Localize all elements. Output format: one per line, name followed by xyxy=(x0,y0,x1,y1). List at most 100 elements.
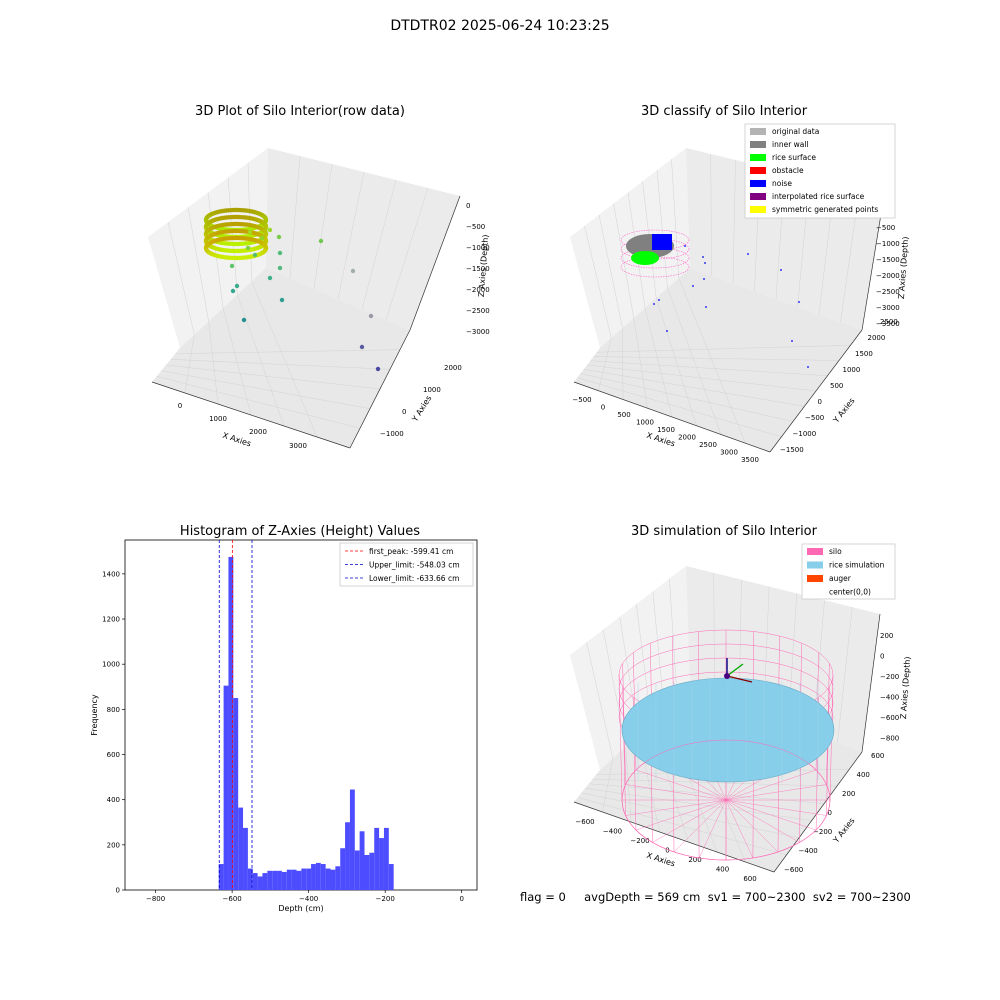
sim-silo-spoke xyxy=(725,799,779,853)
raw-y-label: Y Axies xyxy=(410,394,434,424)
cls-y-tick: 0 xyxy=(818,398,822,406)
sim-y-tick: 400 xyxy=(857,771,870,779)
hist-legend-label: Lower_limit: -633.66 cm xyxy=(369,574,459,583)
cls-noise-point xyxy=(705,306,707,308)
cls-legend-label: noise xyxy=(772,179,792,188)
cls-noise-cluster xyxy=(652,234,672,250)
hist-y-tick-label: 400 xyxy=(107,796,120,804)
sim-legend-swatch xyxy=(807,575,823,582)
sim-y-tick: 200 xyxy=(842,790,855,798)
cls-noise-point xyxy=(704,262,706,264)
hist-plot-frame xyxy=(124,539,478,891)
hist-bar xyxy=(218,864,224,890)
cls-grid-line xyxy=(656,297,697,426)
sim-grid-line xyxy=(577,797,787,856)
cls-noise-point xyxy=(692,285,694,287)
cls-x-tick: −500 xyxy=(572,396,591,404)
cls-grid-line xyxy=(577,377,782,437)
hist-y-tick-label: 1200 xyxy=(102,616,120,624)
cls-legend-swatch xyxy=(750,154,766,161)
hist-bar xyxy=(354,850,360,890)
sim-x-tick: 400 xyxy=(716,866,729,874)
hist-bar xyxy=(286,869,292,890)
hist-y-tick-label: 600 xyxy=(107,751,120,759)
cls-grid-line xyxy=(678,277,746,444)
hist-bar xyxy=(291,869,297,890)
sim-grid-line xyxy=(581,792,800,838)
sim-grid-line xyxy=(592,778,837,787)
raw-grid-line xyxy=(170,359,391,370)
sim-y-axis-line xyxy=(773,751,863,873)
cls-noise-point xyxy=(807,366,809,368)
raw-grid-line xyxy=(165,364,381,390)
cls-noise-point xyxy=(747,253,749,255)
raw-x-label: X Axies xyxy=(221,431,252,449)
cls-x-tick: 2000 xyxy=(678,434,696,442)
sim-silo-spoke xyxy=(625,799,727,816)
hist-bar xyxy=(320,864,326,890)
raw-x-tick: 3000 xyxy=(289,442,307,450)
sim-y-tick: −200 xyxy=(813,828,832,836)
sim-z-tick: 200 xyxy=(880,632,893,640)
cls-y-tick: 2500 xyxy=(880,318,898,326)
hist-bar xyxy=(272,870,278,890)
hist-bar xyxy=(257,876,263,890)
cls-floor-pane xyxy=(574,268,862,452)
raw-grid-line xyxy=(289,155,301,279)
hist-bar xyxy=(369,852,375,890)
cls-legend-label: original data xyxy=(772,127,819,136)
hist-bar xyxy=(325,868,331,890)
hist-bar xyxy=(311,864,316,890)
panel-title-histogram: Histogram of Z-Axies (Height) Values xyxy=(179,524,421,539)
cls-grid-line xyxy=(622,327,624,400)
hist-bar xyxy=(267,870,273,890)
raw-grid-line xyxy=(237,294,285,427)
sim-y-tick: −400 xyxy=(799,847,818,855)
cls-z-tick: −500 xyxy=(876,224,895,232)
raw-point xyxy=(318,238,324,244)
raw-point xyxy=(263,231,269,236)
cls-grid-line xyxy=(656,170,668,289)
raw-point xyxy=(229,263,235,269)
hist-bar xyxy=(243,827,248,890)
sim-y-tick: −600 xyxy=(784,866,803,874)
sim-x-tick: −200 xyxy=(630,837,649,845)
cls-grid-line xyxy=(671,159,679,279)
hist-x-tick-label: 0 xyxy=(459,895,463,903)
hist-x-tick-label: −600 xyxy=(223,895,242,903)
cls-x-axis-line xyxy=(573,381,771,453)
hist-bar xyxy=(379,838,384,890)
sim-silo-spoke xyxy=(635,799,727,831)
cls-z-tick: −1500 xyxy=(876,256,900,264)
cls-z-tick: −3500 xyxy=(876,320,900,328)
cls-y-tick: 1000 xyxy=(843,366,861,374)
sim-silo-spoke xyxy=(635,769,727,801)
sim-legend-label: center(0,0) xyxy=(829,588,871,597)
cls-legend-swatch xyxy=(750,167,766,174)
raw-z-axis-line xyxy=(409,195,461,331)
cls-grid-line xyxy=(598,337,612,391)
raw-x-axis-line xyxy=(151,381,351,449)
hist-bar xyxy=(364,855,370,890)
sim-y-tick: 600 xyxy=(871,752,884,760)
cls-z-tick: −3000 xyxy=(876,304,900,312)
raw-grid-line xyxy=(208,321,219,405)
sim-x-tick: −400 xyxy=(603,828,622,836)
raw-point xyxy=(259,235,265,241)
hist-bar xyxy=(345,822,350,890)
raw-z-tick: 0 xyxy=(466,202,470,210)
raw-z-tick: −500 xyxy=(466,223,485,231)
raw-grid-line xyxy=(337,171,365,300)
sim-x-tick: −600 xyxy=(575,818,594,826)
panel-title-classify: 3D classify of Silo Interior xyxy=(640,104,808,119)
cls-x-tick: 3500 xyxy=(741,456,759,464)
cls-grid-line xyxy=(584,225,612,339)
hist-bar xyxy=(330,869,336,890)
raw-y-axis-line xyxy=(349,329,411,449)
sim-grid-line xyxy=(837,607,853,743)
raw-point xyxy=(234,283,240,289)
sim-legend-swatch xyxy=(807,588,823,596)
raw-z-tick: −2000 xyxy=(466,286,490,294)
cls-legend-box xyxy=(744,123,896,219)
